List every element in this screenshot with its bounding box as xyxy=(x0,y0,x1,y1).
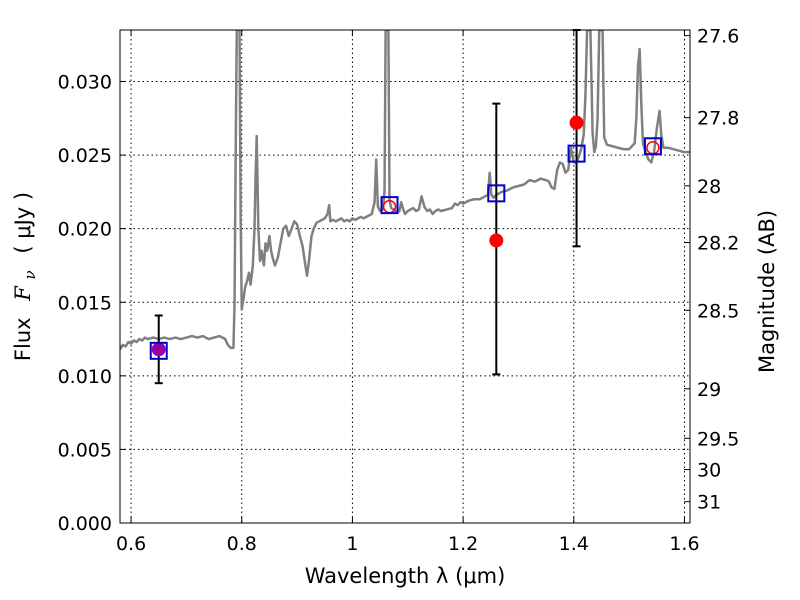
y-label-symbol: F xyxy=(11,285,35,302)
model-spectrum xyxy=(120,30,690,351)
y-label-subscript: ν xyxy=(21,270,39,279)
observed-points xyxy=(151,115,660,357)
x-axis-ticks: 0.6 0.8 1 1.2 1.4 1.6 xyxy=(116,30,700,555)
observed-point xyxy=(151,342,166,357)
y2-tick-label: 28 xyxy=(697,176,721,198)
y2-tick-label: 27.8 xyxy=(697,108,739,130)
y-axis-ticks: 0.000 0.005 0.010 0.015 0.020 0.025 0.030 xyxy=(58,72,126,535)
y-tick-label: 0.010 xyxy=(58,366,112,388)
x-axis-label: Wavelength λ (μm) xyxy=(305,564,506,588)
y2-tick-label: 29.5 xyxy=(697,428,739,450)
y-tick-label: 0.025 xyxy=(58,145,112,167)
plot-frame xyxy=(119,29,691,524)
model-photometry-point xyxy=(149,341,168,360)
observed-point xyxy=(569,115,584,130)
model-photometry-point xyxy=(380,196,399,215)
y2-tick-label: 30 xyxy=(697,460,721,482)
error-bars xyxy=(154,29,581,385)
model-photometry-point xyxy=(487,184,506,203)
x-tick-label: 1.6 xyxy=(669,533,699,555)
x-tick-label: 1.2 xyxy=(448,533,478,555)
x-tick-label: 0.6 xyxy=(116,533,146,555)
model-photometry-point xyxy=(567,144,586,163)
y2-axis-label: Magnitude (AB) xyxy=(755,210,779,373)
y2-tick-label: 31 xyxy=(697,492,721,514)
y-axis-label: Flux F ν ( μJy ) xyxy=(11,192,40,361)
x-tick-label: 1.4 xyxy=(559,533,589,555)
y-tick-label: 0.005 xyxy=(58,439,112,461)
observed-point xyxy=(489,233,504,248)
y-tick-label: 0.030 xyxy=(58,72,112,94)
y-label-unit: ( μJy ) xyxy=(11,192,35,254)
model-photometry-point xyxy=(643,137,662,156)
y2-tick-label: 28.2 xyxy=(697,233,739,255)
x-tick-label: 1 xyxy=(346,533,358,555)
y2-tick-label: 27.6 xyxy=(697,26,739,48)
x-tick-label: 0.8 xyxy=(227,533,257,555)
y-tick-label: 0.015 xyxy=(58,292,112,314)
y2-tick-label: 28.5 xyxy=(697,300,739,322)
y2-tick-label: 29 xyxy=(697,379,721,401)
model-photometry-points xyxy=(149,137,662,360)
y-tick-label: 0.000 xyxy=(58,513,112,535)
y-label-prefix: Flux xyxy=(11,317,35,361)
model-spectrum-line xyxy=(120,30,690,351)
y-tick-label: 0.020 xyxy=(58,219,112,241)
y2-axis-ticks: 27.6 27.8 28 28.2 28.5 29 29.5 30 31 xyxy=(684,26,739,514)
